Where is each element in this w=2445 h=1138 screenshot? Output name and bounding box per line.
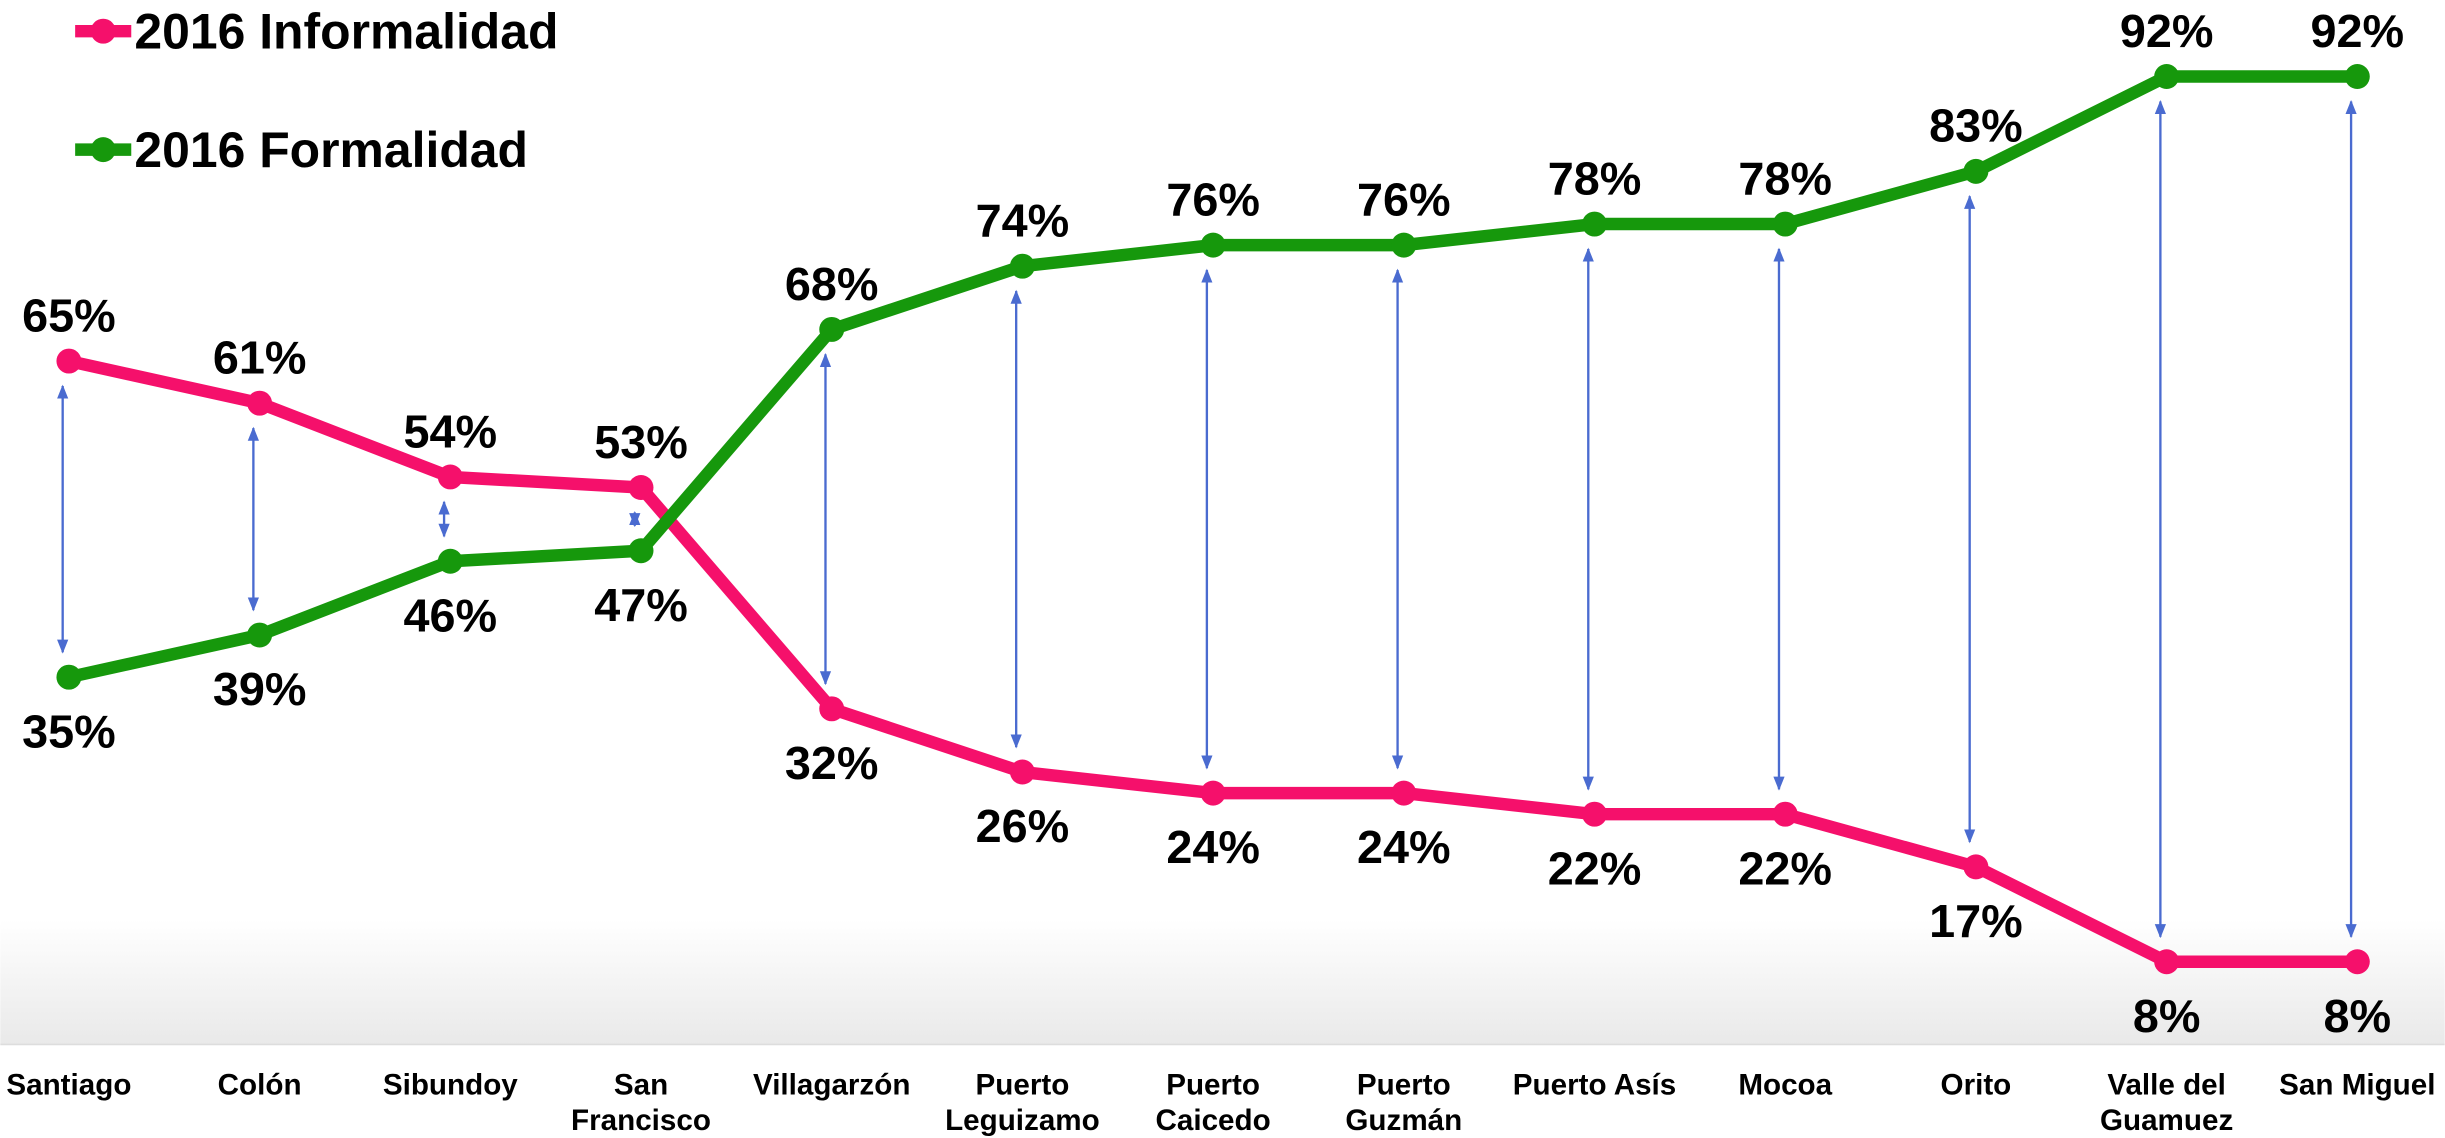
value-label: 92% <box>2120 5 2214 57</box>
point <box>1200 232 1226 258</box>
value-label: 26% <box>976 800 1070 852</box>
x-tick-label: Sibundoy <box>383 1068 518 1101</box>
point <box>1391 780 1417 806</box>
value-label: 8% <box>2324 990 2392 1042</box>
value-label: 46% <box>404 589 498 641</box>
value-label: 76% <box>1166 174 1260 226</box>
arrows <box>57 100 2357 939</box>
point <box>628 538 654 564</box>
point <box>1582 211 1607 237</box>
lines <box>56 64 2370 975</box>
point <box>247 390 273 416</box>
point <box>56 348 82 374</box>
x-tick-label: Leguizamo <box>945 1104 1100 1137</box>
value-label: 53% <box>594 416 688 468</box>
x-tick-label: Puerto <box>1357 1068 1451 1101</box>
value-label: 47% <box>594 579 688 631</box>
x-tick-label: Francisco <box>571 1104 711 1137</box>
point <box>1772 801 1798 827</box>
point <box>1772 211 1798 237</box>
x-tick-label: Caicedo <box>1156 1104 1271 1137</box>
x-tick-label: Valle del <box>2107 1068 2226 1101</box>
x-tick-label: Guamuez <box>2100 1104 2233 1137</box>
value-label: 78% <box>1548 152 1642 204</box>
point <box>1009 253 1035 279</box>
value-label: 61% <box>213 332 307 384</box>
x-tick-label: San <box>614 1068 668 1101</box>
value-label: 17% <box>1929 895 2023 947</box>
point <box>1582 801 1607 827</box>
value-label: 35% <box>22 705 116 757</box>
x-tick-label: Mocoa <box>1738 1068 1832 1101</box>
point <box>2154 949 2180 975</box>
value-label: 8% <box>2133 990 2201 1042</box>
x-tick-label: Guzmán <box>1345 1104 1462 1137</box>
value-label: 22% <box>1548 842 1642 894</box>
value-label: 74% <box>976 195 1070 247</box>
value-label: 92% <box>2311 5 2405 57</box>
point <box>819 696 845 722</box>
point <box>2344 949 2370 975</box>
legend-marker <box>90 137 116 163</box>
x-tick-label: Puerto <box>976 1068 1070 1101</box>
point <box>1963 854 1989 880</box>
point <box>2344 64 2370 89</box>
value-label: 76% <box>1357 174 1451 226</box>
point <box>437 464 463 490</box>
x-tick-label: Colón <box>218 1068 302 1101</box>
point <box>1391 232 1417 258</box>
point <box>437 548 463 574</box>
legend-marker <box>90 18 116 44</box>
value-label: 32% <box>785 737 879 789</box>
value-label: 22% <box>1738 842 1832 894</box>
x-tick-label: Puerto <box>1166 1068 1260 1101</box>
point <box>819 316 845 342</box>
point <box>1009 759 1035 785</box>
point <box>1200 780 1226 806</box>
legend: 2016 Informalidad 2016 Formalidad <box>75 3 558 178</box>
x-tick-label: Santiago <box>6 1068 131 1101</box>
point <box>56 664 82 690</box>
value-label: 24% <box>1357 821 1451 873</box>
x-tick-label: Orito <box>1941 1068 2012 1101</box>
legend-label: 2016 Informalidad <box>134 3 558 59</box>
value-label: 39% <box>213 663 307 715</box>
value-label: 65% <box>22 289 116 341</box>
legend-label: 2016 Formalidad <box>134 122 528 178</box>
point <box>2154 64 2180 89</box>
point <box>628 475 654 500</box>
value-label: 68% <box>785 258 879 310</box>
value-label: 78% <box>1738 152 1832 204</box>
x-tick-label: Puerto Asís <box>1513 1068 1676 1101</box>
background-band <box>0 919 2445 1045</box>
value-label: 54% <box>404 405 498 457</box>
value-label: 24% <box>1166 821 1260 873</box>
value-label: 83% <box>1929 100 2023 152</box>
point <box>1963 158 1989 184</box>
x-tick-label: Villagarzón <box>753 1068 910 1101</box>
point <box>247 622 273 648</box>
x-tick-label: San Miguel <box>2279 1068 2435 1101</box>
